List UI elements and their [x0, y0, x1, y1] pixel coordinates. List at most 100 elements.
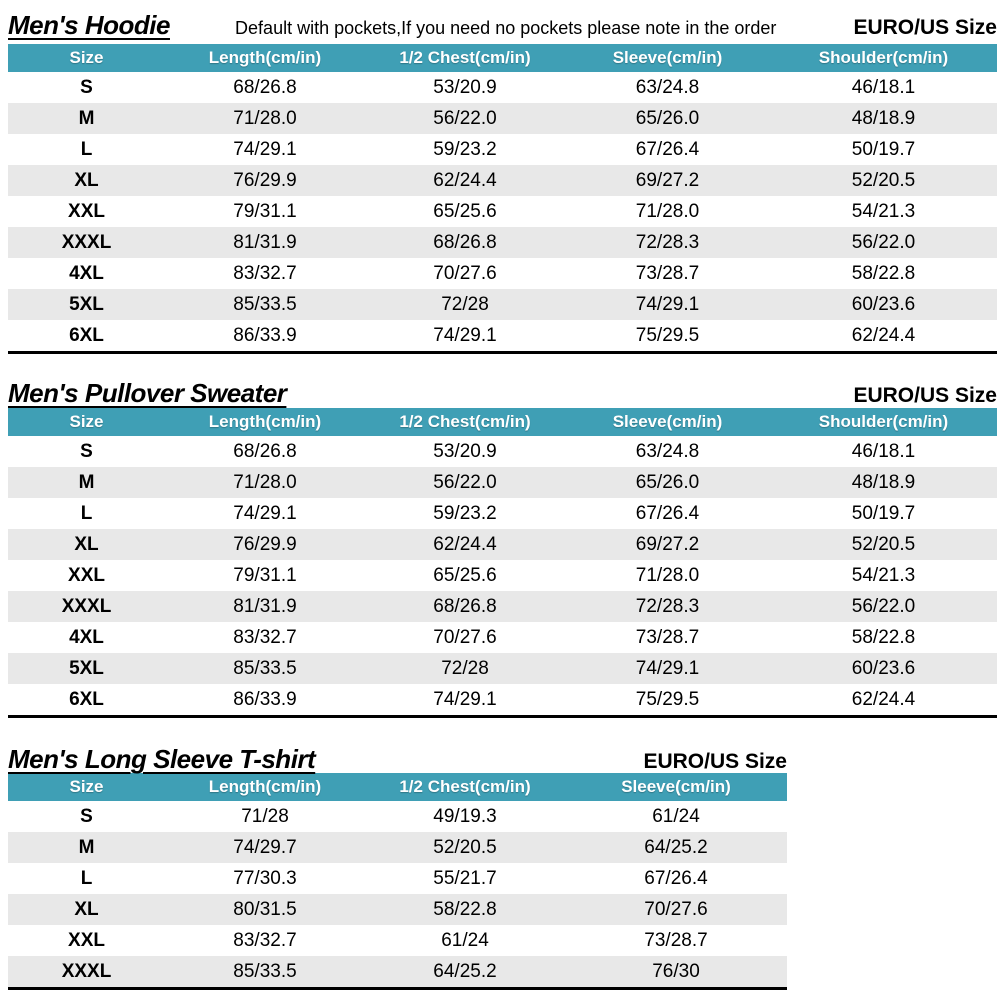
table-row: M 71/28.0 56/22.0 65/26.0 48/18.9: [8, 103, 997, 134]
table-row: S 71/28 49/19.3 61/24: [8, 801, 787, 832]
measurement-cell: 65/26.0: [635, 471, 700, 493]
size-cell: S: [80, 76, 93, 98]
size-cell: S: [80, 805, 93, 827]
pullover-size-table: Size Length(cm/in) 1/2 Chest(cm/in) Sleeve(…: [8, 408, 997, 718]
measurement-cell: 72/28.3: [635, 231, 700, 253]
measurement-cell: 65/25.6: [433, 200, 497, 222]
pullover-unit-label: EURO/US Size: [853, 384, 997, 407]
table-row: XXL 79/31.1 65/25.6 71/28.0 54/21.3: [8, 560, 997, 591]
measurement-cell: 68/26.8: [233, 440, 297, 462]
measurement-cell: 74/29.1: [635, 657, 700, 679]
column-header: Shoulder(cm/in): [770, 44, 997, 72]
table-row: M 71/28.0 56/22.0 65/26.0 48/18.9: [8, 467, 997, 498]
measurement-cell: 71/28.0: [635, 564, 700, 586]
header-row: Size Length(cm/in) 1/2 Chest(cm/in) Sleeve(…: [8, 44, 997, 72]
size-cell: XXXL: [61, 960, 112, 982]
size-cell: XXXL: [61, 231, 112, 253]
measurement-cell: 62/24.4: [851, 324, 916, 346]
measurement-cell: 75/29.5: [635, 688, 700, 710]
hoodie-size-table: Size Length(cm/in) 1/2 Chest(cm/in) Sleeve(…: [8, 44, 997, 354]
column-header: Size: [8, 408, 165, 436]
table-row: 6XL 86/33.9 74/29.1 75/29.5 62/24.4: [8, 684, 997, 717]
measurement-cell: 71/28.0: [635, 200, 700, 222]
size-cell: XXL: [68, 564, 105, 586]
size-cell: 4XL: [69, 626, 104, 648]
size-cell: M: [78, 836, 95, 858]
measurement-cell: 83/32.7: [233, 262, 297, 284]
measurement-cell: 75/29.5: [635, 324, 700, 346]
column-header: Sleeve(cm/in): [565, 773, 787, 801]
measurement-cell: 73/28.7: [635, 262, 700, 284]
measurement-cell: 56/22.0: [433, 471, 497, 493]
measurement-cell: 83/32.7: [233, 929, 297, 951]
measurement-cell: 71/28.0: [233, 107, 297, 129]
pullover-title: Men's Pullover Sweater: [8, 378, 287, 408]
table-row: L 74/29.1 59/23.2 67/26.4 50/19.7: [8, 498, 997, 529]
measurement-cell: 56/22.0: [433, 107, 497, 129]
measurement-cell: 68/26.8: [233, 76, 297, 98]
measurement-cell: 52/20.5: [851, 169, 916, 191]
measurement-cell: 52/20.5: [433, 836, 497, 858]
column-header: Sleeve(cm/in): [565, 44, 770, 72]
measurement-cell: 63/24.8: [635, 440, 700, 462]
measurement-cell: 49/19.3: [433, 805, 497, 827]
measurement-cell: 86/33.9: [233, 688, 297, 710]
measurement-cell: 61/24: [441, 929, 489, 951]
measurement-cell: 74/29.7: [233, 836, 297, 858]
tshirt-unit-label: EURO/US Size: [643, 750, 787, 773]
table-row: XL 76/29.9 62/24.4 69/27.2 52/20.5: [8, 165, 997, 196]
column-header: Shoulder(cm/in): [770, 408, 997, 436]
size-cell: M: [78, 471, 95, 493]
measurement-cell: 73/28.7: [635, 626, 700, 648]
size-cell: L: [80, 867, 93, 889]
measurement-cell: 58/22.8: [851, 262, 916, 284]
table-row: XXXL 85/33.5 64/25.2 76/30: [8, 956, 787, 989]
column-header: Length(cm/in): [165, 44, 365, 72]
hoodie-section: Men's Hoodie Default with pockets,If you…: [8, 10, 1000, 354]
measurement-cell: 62/24.4: [433, 169, 497, 191]
size-cell: S: [80, 440, 93, 462]
pockets-note: Default with pockets,If you need no pock…: [235, 18, 777, 38]
tshirt-section: Men's Long Sleeve T-shirt EURO/US Size S…: [8, 744, 1000, 990]
measurement-cell: 83/32.7: [233, 626, 297, 648]
hoodie-unit-label: EURO/US Size: [853, 16, 997, 39]
measurement-cell: 62/24.4: [433, 533, 497, 555]
measurement-cell: 71/28.0: [233, 471, 297, 493]
tshirt-title: Men's Long Sleeve T-shirt: [8, 744, 316, 774]
table-row: 4XL 83/32.7 70/27.6 73/28.7 58/22.8: [8, 258, 997, 289]
measurement-cell: 68/26.8: [433, 231, 497, 253]
measurement-cell: 81/31.9: [233, 231, 297, 253]
measurement-cell: 46/18.1: [851, 440, 916, 462]
measurement-cell: 71/28: [241, 805, 289, 827]
measurement-cell: 74/29.1: [433, 688, 497, 710]
measurement-cell: 72/28: [441, 657, 489, 679]
measurement-cell: 50/19.7: [851, 502, 916, 524]
size-cell: XL: [74, 169, 99, 191]
measurement-cell: 64/25.2: [433, 960, 497, 982]
measurement-cell: 50/19.7: [851, 138, 916, 160]
measurement-cell: 79/31.1: [233, 564, 297, 586]
hoodie-title-row: Men's Hoodie Default with pockets,If you…: [8, 10, 997, 44]
measurement-cell: 55/21.7: [433, 867, 497, 889]
pullover-section: Men's Pullover Sweater EURO/US Size Size…: [8, 378, 1000, 718]
table-row: XL 76/29.9 62/24.4 69/27.2 52/20.5: [8, 529, 997, 560]
table-row: 5XL 85/33.5 72/28 74/29.1 60/23.6: [8, 289, 997, 320]
measurement-cell: 46/18.1: [851, 76, 916, 98]
table-row: XXXL 81/31.9 68/26.8 72/28.3 56/22.0: [8, 591, 997, 622]
size-cell: XL: [74, 898, 99, 920]
measurement-cell: 59/23.2: [433, 502, 497, 524]
measurement-cell: 74/29.1: [233, 138, 297, 160]
size-cell: 6XL: [69, 688, 104, 710]
table-row: 6XL 86/33.9 74/29.1 75/29.5 62/24.4: [8, 320, 997, 353]
measurement-cell: 79/31.1: [233, 200, 297, 222]
column-header: Length(cm/in): [165, 408, 365, 436]
table-row: XL 80/31.5 58/22.8 70/27.6: [8, 894, 787, 925]
size-cell: 6XL: [69, 324, 104, 346]
measurement-cell: 86/33.9: [233, 324, 297, 346]
size-cell: M: [78, 107, 95, 129]
measurement-cell: 67/26.4: [635, 138, 700, 160]
measurement-cell: 52/20.5: [851, 533, 916, 555]
measurement-cell: 77/30.3: [233, 867, 297, 889]
measurement-cell: 70/27.6: [433, 262, 497, 284]
table-row: 5XL 85/33.5 72/28 74/29.1 60/23.6: [8, 653, 997, 684]
